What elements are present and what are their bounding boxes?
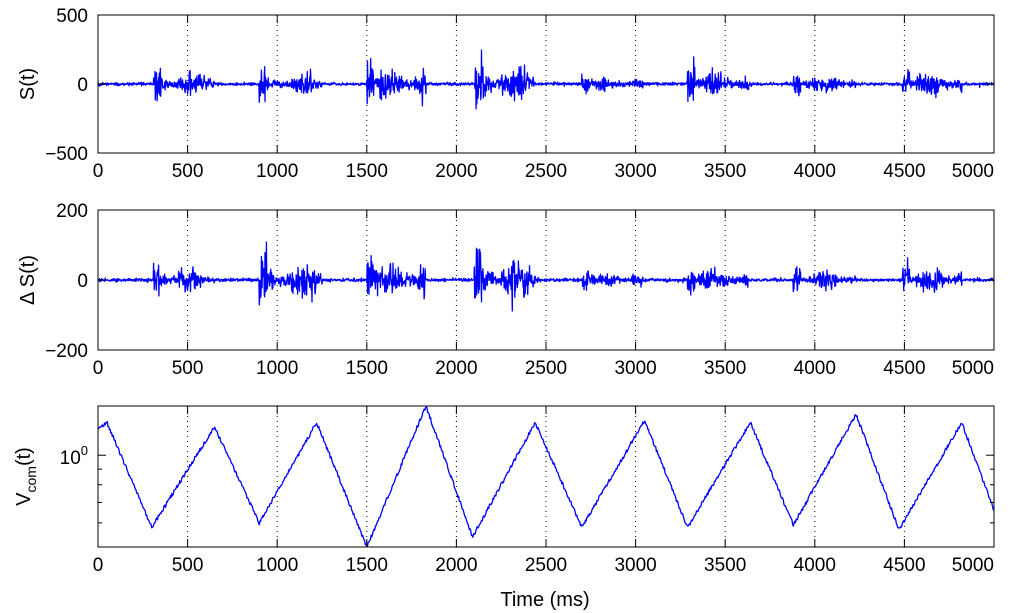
panel-derivative-ticks: 0 500 1000 1500 2000 2500 3000 3500 4000 4500 5000… [45,201,995,379]
x-tick-label: 4500 [883,358,925,379]
panel-derivative: 0 500 1000 1500 2000 2500 3000 3500 4000 4500 5000… [17,201,995,379]
x-tick-label: 1000 [256,555,298,576]
x-tick-label: 4000 [794,161,836,182]
vcom-ylabel-sub: com [23,466,39,492]
panel-derivative-trace-layer [97,241,995,312]
x-tick-label: 500 [172,358,204,379]
vcom-ylabel-main: V [13,492,35,506]
x-tick-label: 3000 [614,161,656,182]
x-tick-label: 1500 [346,555,388,576]
panel-vcom-frame [97,405,995,548]
y-tick-label: 100 [60,443,88,469]
x-tick-label: 2500 [525,161,567,182]
x-tick-label: 4000 [794,358,836,379]
x-tick-label: 500 [172,161,204,182]
x-tick-label: 3500 [704,161,746,182]
x-tick-label: 500 [172,555,204,576]
x-tick-label: 2500 [525,358,567,379]
panel-derivative-ylabel: Δ S(t) [17,255,39,305]
panel-vcom-ylabel: Vcom(t) [13,447,39,506]
x-tick-label: 2000 [435,161,477,182]
x-tick-label: 5000 [952,555,994,576]
x-tick-label: 2500 [525,555,567,576]
panel-signal-trace-layer [97,49,995,110]
panel-signal: 0 500 1000 1500 2000 2500 3000 3500 4000 4500 5000… [17,6,995,182]
x-tick-label: 1000 [256,161,298,182]
panel-signal-series-line [97,49,995,110]
x-axis-label: Time (ms) [500,589,589,611]
y-tick-label: 200 [56,201,88,222]
x-tick-label: 0 [93,358,104,379]
x-tick-label: 5000 [952,358,994,379]
y-tick-label: 500 [56,6,88,27]
panel-vcom-series-line [97,406,995,547]
x-tick-label: 5000 [952,161,994,182]
x-tick-label: 3000 [614,555,656,576]
panel-signal-grid [187,15,905,153]
panel-vcom: 0 500 1000 1500 2000 2500 3000 3500 4000 4500 5000… [13,405,995,611]
y-tick-label: −500 [45,144,88,165]
x-tick-label: 3000 [614,358,656,379]
x-tick-label: 2000 [435,555,477,576]
y-tick-label: −200 [45,341,88,362]
panel-vcom-trace-layer [97,406,995,547]
x-tick-label: 0 [93,161,104,182]
panel-signal-frame [97,14,995,154]
panel-vcom-ticks: 0 500 1000 1500 2000 2500 3000 3500 4000 4500 5000… [60,406,995,576]
panel-vcom-grid [187,406,905,547]
y-tick-label: 0 [77,75,88,96]
x-tick-label: 3500 [704,358,746,379]
vcom-ylabel-tail: (t) [13,447,35,466]
panel-derivative-frame [97,209,995,351]
x-tick-label: 4500 [883,161,925,182]
x-tick-label: 1000 [256,358,298,379]
x-tick-label: 2000 [435,358,477,379]
x-tick-label: 4500 [883,555,925,576]
x-tick-label: 4000 [794,555,836,576]
panel-signal-ylabel: S(t) [17,68,39,100]
panel-signal-ticks: 0 500 1000 1500 2000 2500 3000 3500 4000 4500 5000… [45,6,995,182]
x-tick-label: 3500 [704,555,746,576]
x-tick-label: 1500 [346,358,388,379]
x-tick-label: 0 [93,555,104,576]
x-tick-label: 1500 [346,161,388,182]
y-tick-label: 0 [77,271,88,292]
panel-derivative-series-line [97,241,995,312]
